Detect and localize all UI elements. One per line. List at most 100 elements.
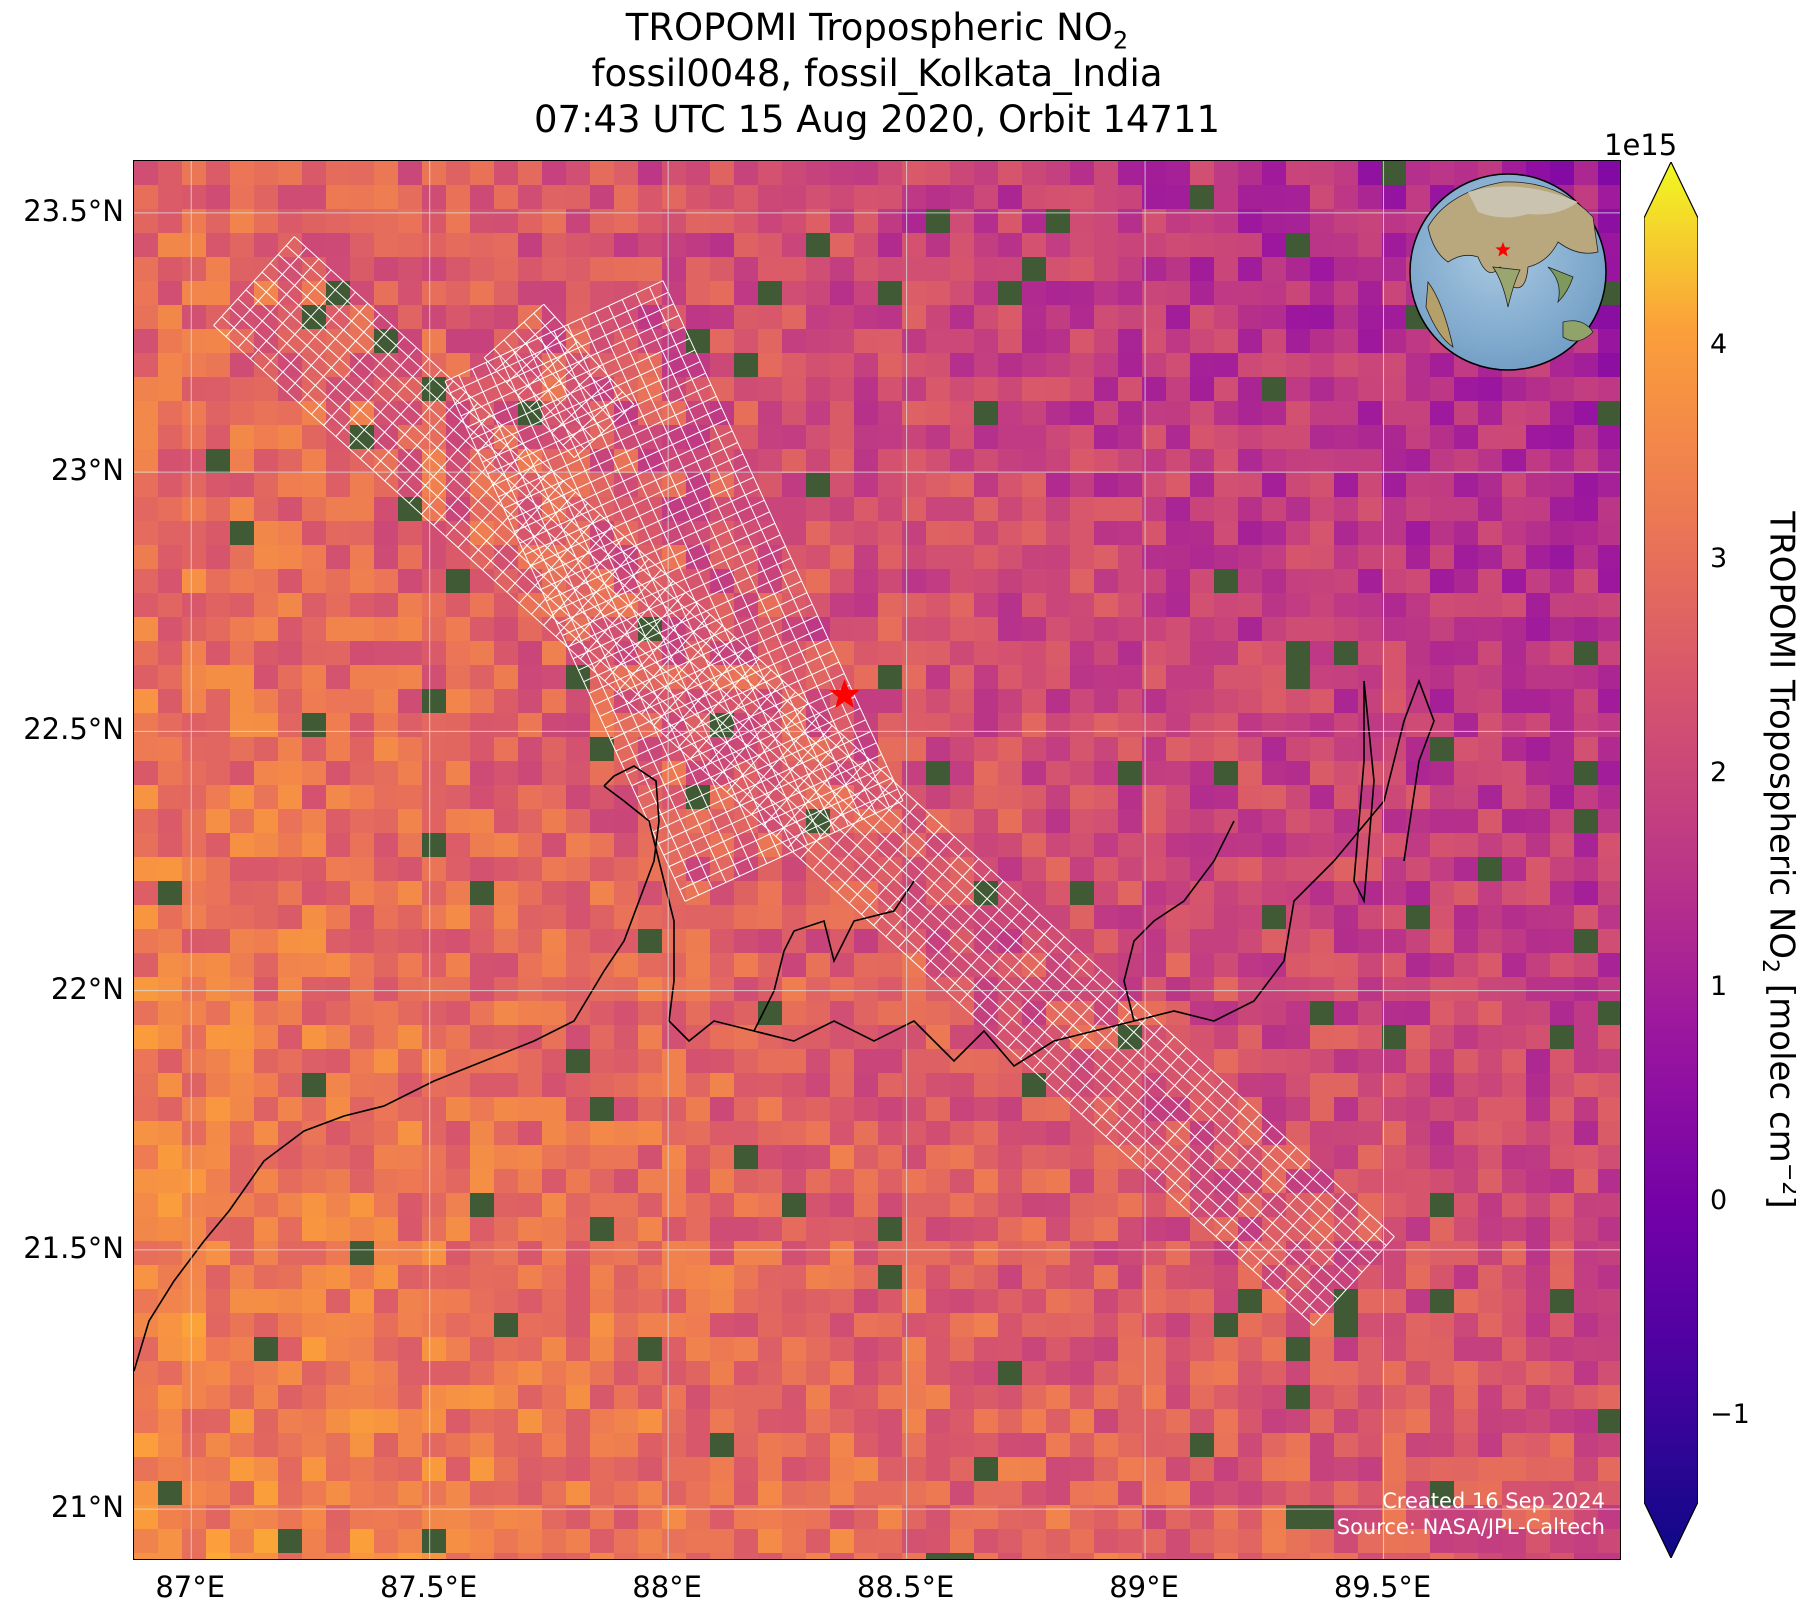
no2-pixel bbox=[134, 401, 159, 426]
no2-pixel bbox=[278, 401, 303, 426]
no2-pixel bbox=[1046, 1121, 1071, 1146]
no2-pixel bbox=[470, 1217, 495, 1242]
no2-pixel bbox=[1166, 617, 1191, 642]
no2-pixel bbox=[566, 665, 591, 690]
no2-pixel bbox=[494, 1025, 519, 1050]
no2-pixel bbox=[1334, 1481, 1359, 1506]
no2-pixel bbox=[326, 1553, 351, 1559]
no2-pixel bbox=[350, 1169, 375, 1194]
no2-pixel bbox=[638, 1001, 663, 1026]
no2-pixel bbox=[1238, 545, 1263, 570]
no2-pixel bbox=[1166, 1289, 1191, 1314]
no2-pixel bbox=[542, 1385, 567, 1410]
no2-pixel bbox=[182, 929, 207, 954]
no2-pixel bbox=[1262, 353, 1287, 378]
no2-pixel bbox=[974, 857, 999, 882]
no2-pixel bbox=[182, 1337, 207, 1362]
no2-pixel bbox=[614, 1073, 639, 1098]
no2-pixel bbox=[1190, 281, 1215, 306]
no2-pixel bbox=[494, 1001, 519, 1026]
no2-pixel bbox=[470, 785, 495, 810]
no2-pixel bbox=[158, 233, 183, 258]
no2-pixel bbox=[182, 497, 207, 522]
no2-pixel bbox=[374, 1289, 399, 1314]
no2-pixel bbox=[1142, 665, 1167, 690]
lat-tick-label: 22°N bbox=[50, 971, 124, 1006]
no2-pixel bbox=[1502, 545, 1527, 570]
no2-pixel bbox=[350, 473, 375, 498]
no2-pixel bbox=[278, 329, 303, 354]
no2-pixel bbox=[1478, 1457, 1503, 1482]
no2-pixel bbox=[470, 1409, 495, 1434]
no2-pixel bbox=[1070, 665, 1095, 690]
no2-pixel bbox=[1166, 1265, 1191, 1290]
no2-pixel bbox=[470, 809, 495, 834]
no2-pixel bbox=[1430, 161, 1455, 186]
no2-pixel bbox=[950, 1313, 975, 1338]
no2-pixel bbox=[278, 257, 303, 282]
no2-pixel bbox=[422, 1265, 447, 1290]
no2-pixel bbox=[158, 185, 183, 210]
no2-pixel bbox=[350, 737, 375, 762]
swath-line bbox=[662, 280, 904, 801]
swath-line bbox=[237, 298, 1339, 1300]
no2-pixel bbox=[950, 377, 975, 402]
no2-pixel bbox=[902, 401, 927, 426]
no2-pixel bbox=[302, 713, 327, 738]
no2-pixel bbox=[1118, 257, 1143, 282]
no2-pixel bbox=[182, 641, 207, 666]
no2-pixel bbox=[1238, 521, 1263, 546]
no2-pixel bbox=[470, 1289, 495, 1314]
no2-pixel bbox=[950, 329, 975, 354]
no2-pixel bbox=[998, 1433, 1023, 1458]
no2-pixel bbox=[926, 1433, 951, 1458]
no2-pixel bbox=[1070, 881, 1095, 906]
no2-pixel bbox=[1502, 1289, 1527, 1314]
no2-pixel bbox=[1454, 1097, 1479, 1122]
no2-pixel bbox=[518, 1169, 543, 1194]
no2-pixel bbox=[1262, 521, 1287, 546]
no2-pixel bbox=[566, 905, 591, 930]
no2-pixel bbox=[1526, 1265, 1551, 1290]
no2-pixel bbox=[1142, 1529, 1167, 1554]
no2-pixel bbox=[278, 641, 303, 666]
no2-pixel bbox=[926, 1529, 951, 1554]
no2-pixel bbox=[686, 1409, 711, 1434]
no2-pixel bbox=[398, 1145, 423, 1170]
swath-line bbox=[543, 303, 635, 405]
no2-pixel bbox=[1334, 257, 1359, 282]
no2-pixel bbox=[1430, 1265, 1455, 1290]
no2-pixel bbox=[806, 1529, 831, 1554]
no2-pixel bbox=[1190, 497, 1215, 522]
no2-pixel bbox=[1214, 1529, 1239, 1554]
no2-pixel bbox=[1142, 833, 1167, 858]
no2-pixel bbox=[686, 233, 711, 258]
no2-pixel bbox=[950, 1481, 975, 1506]
no2-pixel bbox=[1406, 1265, 1431, 1290]
no2-pixel bbox=[1430, 1313, 1455, 1338]
no2-pixel bbox=[950, 497, 975, 522]
no2-pixel bbox=[158, 1169, 183, 1194]
no2-pixel bbox=[446, 569, 471, 594]
no2-pixel bbox=[734, 1481, 759, 1506]
no2-pixel bbox=[326, 1121, 351, 1146]
no2-pixel bbox=[542, 929, 567, 954]
no2-pixel bbox=[1382, 521, 1407, 546]
no2-pixel bbox=[614, 1361, 639, 1386]
no2-pixel bbox=[1046, 617, 1071, 642]
no2-pixel bbox=[1574, 353, 1599, 378]
no2-pixel bbox=[1022, 1433, 1047, 1458]
no2-pixel bbox=[1286, 1385, 1311, 1410]
no2-pixel bbox=[1334, 761, 1359, 786]
no2-pixel bbox=[302, 665, 327, 690]
no2-pixel bbox=[1166, 305, 1191, 330]
no2-pixel bbox=[662, 161, 687, 186]
no2-pixel bbox=[1118, 1289, 1143, 1314]
no2-pixel bbox=[854, 281, 879, 306]
no2-pixel bbox=[710, 689, 735, 714]
no2-pixel bbox=[350, 1481, 375, 1506]
no2-pixel bbox=[1478, 1121, 1503, 1146]
no2-pixel bbox=[1046, 761, 1071, 786]
no2-pixel bbox=[182, 737, 207, 762]
no2-pixel bbox=[1550, 1073, 1575, 1098]
